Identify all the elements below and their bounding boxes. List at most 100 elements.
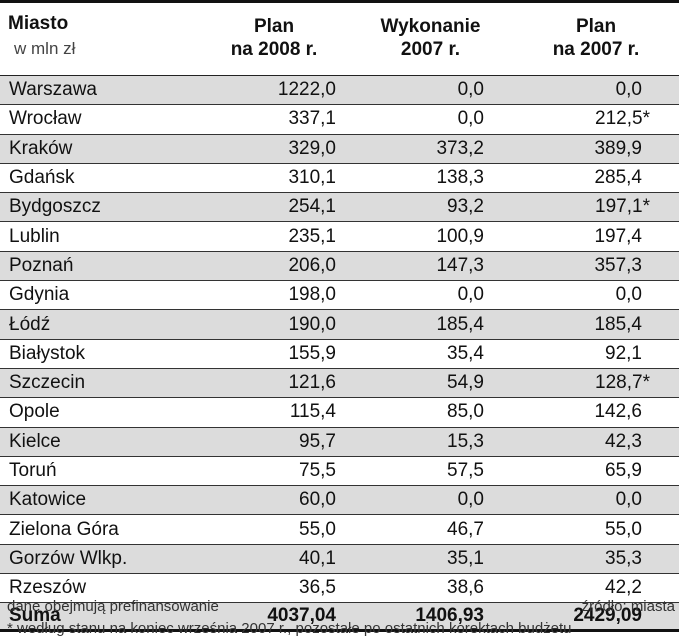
header-unit: w mln zł	[14, 39, 76, 58]
cell-exec-2007: 38,6	[348, 573, 513, 604]
table-row: Gdynia 198,0 0,0 0,0	[0, 280, 679, 311]
cell-exec-2007: 85,0	[348, 397, 513, 428]
table-body: Warszawa 1222,0 0,0 0,0 Wrocław 337,1 0,0 212,5…	[0, 75, 679, 633]
table-row: Gdańsk 310,1 138,3 285,4	[0, 163, 679, 194]
cell-city: Poznań	[0, 251, 200, 282]
cell-exec-2007: 0,0	[348, 485, 513, 516]
cell-plan-2008: 75,5	[200, 456, 348, 487]
cell-plan-2007: 128,7*	[513, 368, 679, 399]
table-row: Białystok 155,9 35,4 92,1	[0, 339, 679, 369]
footer-source: źródło: miasta	[581, 598, 675, 615]
cell-city: Suma	[0, 602, 200, 633]
cell-plan-2007: 142,6	[513, 397, 679, 428]
table-row: Wrocław 337,1 0,0 212,5*	[0, 104, 679, 135]
cell-exec-2007: 57,5	[348, 456, 513, 487]
cell-plan-2008: 60,0	[200, 485, 348, 516]
cell-plan-2007: 212,5*	[513, 104, 679, 135]
header-city-label: Miasto	[8, 13, 69, 34]
top-rule	[0, 0, 679, 3]
cell-city: Rzeszów	[0, 573, 200, 604]
table-row: Warszawa 1222,0 0,0 0,0	[0, 75, 679, 106]
cell-city: Bydgoszcz	[0, 192, 200, 223]
header-plan-2008: Plan na 2008 r.	[200, 3, 348, 76]
header-plan-2007-line1: Plan	[575, 16, 617, 37]
table-row: Bydgoszcz 254,1 93,2 197,1*	[0, 192, 679, 223]
cell-exec-2007: 185,4	[348, 309, 513, 340]
cell-plan-2007: 42,3	[513, 427, 679, 457]
cell-plan-2007: 0,0	[513, 75, 679, 106]
footer-note-prefinancing: dane obejmują prefinansowanie	[7, 598, 219, 615]
cell-city: Zielona Góra	[0, 514, 200, 545]
cell-exec-2007: 138,3	[348, 163, 513, 194]
header-exec-2007: Wykonanie 2007 r.	[348, 3, 513, 76]
cell-city: Białystok	[0, 339, 200, 369]
table-row: Toruń 75,5 57,5 65,9	[0, 456, 679, 487]
cell-city: Gdynia	[0, 280, 200, 311]
header-plan-2008-line2: na 2008 r.	[230, 39, 318, 60]
table-row: Łódź 190,0 185,4 185,4	[0, 309, 679, 340]
cell-exec-2007: 15,3	[348, 427, 513, 457]
header-plan-2007: Plan na 2007 r.	[513, 3, 679, 76]
table-row: Szczecin 121,6 54,9 128,7*	[0, 368, 679, 399]
table-row: Lublin 235,1 100,9 197,4	[0, 221, 679, 252]
cell-city: Gdańsk	[0, 163, 200, 194]
cell-exec-2007: 1406,93	[348, 602, 513, 633]
cell-plan-2008: 36,5	[200, 573, 348, 604]
cell-plan-2008: 337,1	[200, 104, 348, 135]
total-row: Suma 4037,04 1406,93 2429,09	[0, 602, 679, 633]
cell-exec-2007: 373,2	[348, 134, 513, 164]
cell-city: Katowice	[0, 485, 200, 516]
table-row: Katowice 60,0 0,0 0,0	[0, 485, 679, 516]
cell-exec-2007: 54,9	[348, 368, 513, 399]
cell-city: Warszawa	[0, 75, 200, 106]
cell-plan-2007: 197,4	[513, 221, 679, 252]
header-plan-2007-line2: na 2007 r.	[552, 39, 640, 60]
cell-exec-2007: 100,9	[348, 221, 513, 252]
header-exec-2007-line2: 2007 r.	[400, 39, 461, 60]
footer-asterisk-note: * według stanu na koniec września 2007 r…	[7, 620, 572, 637]
cell-plan-2008: 155,9	[200, 339, 348, 369]
cell-plan-2008: 206,0	[200, 251, 348, 282]
cell-exec-2007: 147,3	[348, 251, 513, 282]
cell-plan-2008: 95,7	[200, 427, 348, 457]
cell-exec-2007: 0,0	[348, 280, 513, 311]
cell-plan-2008: 190,0	[200, 309, 348, 340]
cell-city: Szczecin	[0, 368, 200, 399]
cell-plan-2007: 357,3	[513, 251, 679, 282]
table-row: Kielce 95,7 15,3 42,3	[0, 427, 679, 457]
cell-plan-2007: 55,0	[513, 514, 679, 545]
cell-exec-2007: 0,0	[348, 104, 513, 135]
cell-city: Gorzów Wlkp.	[0, 544, 200, 575]
cell-plan-2007: 92,1	[513, 339, 679, 369]
cell-plan-2007: 389,9	[513, 134, 679, 164]
cell-exec-2007: 35,4	[348, 339, 513, 369]
cell-city: Opole	[0, 397, 200, 428]
cell-plan-2007: 65,9	[513, 456, 679, 487]
city-budget-table: Miasto w mln zł Plan na 2008 r. Wykonani…	[0, 3, 679, 633]
table-row: Opole 115,4 85,0 142,6	[0, 397, 679, 428]
cell-plan-2008: 1222,0	[200, 75, 348, 106]
cell-plan-2007: 185,4	[513, 309, 679, 340]
cell-plan-2008: 198,0	[200, 280, 348, 311]
cell-city: Wrocław	[0, 104, 200, 135]
cell-plan-2008: 235,1	[200, 221, 348, 252]
cell-exec-2007: 93,2	[348, 192, 513, 223]
header-plan-2008-line1: Plan	[253, 16, 295, 37]
cell-plan-2007: 0,0	[513, 280, 679, 311]
cell-plan-2007: 197,1*	[513, 192, 679, 223]
cell-city: Lublin	[0, 221, 200, 252]
cell-exec-2007: 0,0	[348, 75, 513, 106]
cell-plan-2008: 55,0	[200, 514, 348, 545]
cell-plan-2008: 40,1	[200, 544, 348, 575]
cell-plan-2008: 254,1	[200, 192, 348, 223]
cell-plan-2008: 4037,04	[200, 602, 348, 633]
cell-plan-2007: 285,4	[513, 163, 679, 194]
cell-plan-2007: 0,0	[513, 485, 679, 516]
cell-exec-2007: 35,1	[348, 544, 513, 575]
cell-city: Kielce	[0, 427, 200, 457]
cell-city: Toruń	[0, 456, 200, 487]
table-row: Zielona Góra 55,0 46,7 55,0	[0, 514, 679, 545]
table-row: Rzeszów 36,5 38,6 42,2	[0, 573, 679, 604]
cell-exec-2007: 46,7	[348, 514, 513, 545]
